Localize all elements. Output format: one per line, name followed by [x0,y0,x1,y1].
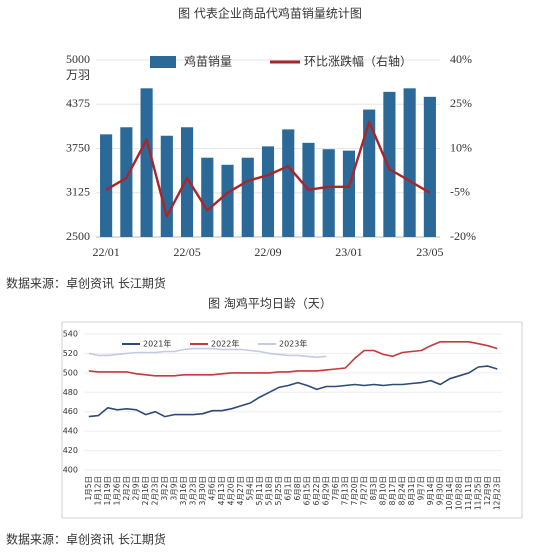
x-tick-label: 9月30日 [435,476,444,505]
x-tick-label: 3月30日 [198,476,207,505]
bar [120,127,133,237]
series-line [88,347,327,359]
x-tick-label: 6月1日 [283,476,292,501]
x-tick-label: 2月2日 [122,476,131,501]
x-tick-label: 12月23日 [492,476,501,510]
x-tick-label: 22/09 [254,245,281,259]
bar [140,88,153,237]
bar [241,157,254,237]
x-tick-label: 2月16日 [141,476,150,505]
bar [403,88,416,237]
x-tick-label: 6月22日 [312,476,321,505]
x-tick-label: 12月9日 [483,476,492,505]
x-tick-label: 4月27日 [236,476,245,505]
x-tick-label: 4月6日 [207,476,216,501]
x-tick-label: 7月20日 [350,476,359,505]
legend-label: 2022年 [211,339,239,349]
x-tick-label: 6月8日 [293,476,302,501]
x-tick-label: 11月11日 [464,476,473,510]
y2-tick-label: -20% [450,229,476,243]
legend-label: 2023年 [279,339,307,349]
x-tick-label: 8月10日 [378,476,387,505]
bar [261,146,275,237]
y-tick-label: 400 [63,466,78,475]
x-tick-label: 7月13日 [340,476,349,505]
x-tick-label: 8月17日 [388,476,397,505]
y-tick-label: 3750 [66,140,90,154]
legend-label: 2021年 [143,339,171,349]
x-tick-label: 22/05 [173,245,200,259]
x-tick-label: 23/05 [416,245,443,259]
series-line [105,120,431,218]
series-line [88,341,498,377]
y-tick-label: 540 [63,330,78,339]
bar [423,96,436,237]
x-tick-label: 3月9日 [169,476,178,501]
x-tick-label: 6月15日 [302,476,311,505]
bar [383,91,396,237]
x-tick-label: 1月19日 [103,476,112,505]
x-tick-label: 3月23日 [188,476,197,505]
bar [363,109,376,237]
x-tick-label: 2月23日 [150,476,159,505]
x-tick-label: 4月13日 [217,476,226,505]
x-tick-label: 4月20日 [226,476,235,505]
y-unit: 万羽 [66,68,90,82]
y-tick-label: 5000 [66,52,90,66]
x-tick-label: 1月12日 [93,476,102,505]
series-line [88,365,498,418]
source-note: 数据来源：卓创资讯 长江期货 [6,276,166,291]
x-tick-label: 10月28日 [454,476,463,510]
y-tick-label: 420 [63,446,78,455]
x-tick-label: 10月14日 [445,476,454,510]
bar [100,134,113,237]
bar [322,149,335,237]
x-tick-label: 8月31日 [407,476,416,505]
x-tick-label: 3月16日 [179,476,188,505]
bar [282,129,295,237]
y2-tick-label: -5% [450,185,470,199]
x-tick-label: 1月26日 [112,476,121,505]
y2-tick-label: 40% [450,52,472,66]
x-tick-label: 9月7日 [416,476,425,501]
x-tick-label: 5月4日 [245,476,254,501]
x-tick-label: 3月2日 [160,476,169,501]
y-tick-label: 3125 [66,185,90,199]
legend-swatch [150,56,176,68]
bar [180,127,194,237]
x-tick-label: 2月9日 [131,476,140,501]
y-tick-label: 440 [63,427,78,436]
y-tick-label: 480 [63,388,78,397]
legend-label: 环比涨跌幅（右轴） [304,54,412,69]
x-tick-label: 23/01 [335,245,362,259]
x-tick-label: 8月24日 [397,476,406,505]
x-tick-label: 7月27日 [359,476,368,505]
x-tick-label: 9月14日 [426,476,435,505]
x-tick-label: 7月6日 [331,476,340,501]
bar [201,157,214,237]
x-tick-label: 5月25日 [274,476,283,505]
y-tick-label: 520 [63,349,78,358]
source-note: 数据来源：卓创资讯 长江期货 [6,532,166,547]
chart-title: 图 淘鸡平均日龄（天） [208,296,332,311]
legend-label: 鸡苗销量 [184,54,232,69]
bar [160,135,173,237]
x-tick-label: 8月3日 [369,476,378,501]
y2-tick-label: 25% [450,96,472,110]
bar [342,150,356,237]
y2-tick-label: 10% [450,140,472,154]
x-tick-label: 5月18日 [264,476,273,505]
x-tick-label: 5月11日 [255,476,264,505]
y-tick-label: 460 [63,407,78,416]
y-tick-label: 2500 [66,229,90,243]
y-tick-label: 500 [63,368,78,377]
x-tick-label: 11月25日 [473,476,482,510]
x-tick-label: 1月5日 [84,476,93,501]
x-tick-label: 6月29日 [321,476,330,505]
chart-title: 图 代表企业商品代鸡苗销量统计图 [178,6,362,21]
x-tick-label: 22/01 [92,245,119,259]
bar [221,164,234,237]
y-tick-label: 4375 [66,96,90,110]
